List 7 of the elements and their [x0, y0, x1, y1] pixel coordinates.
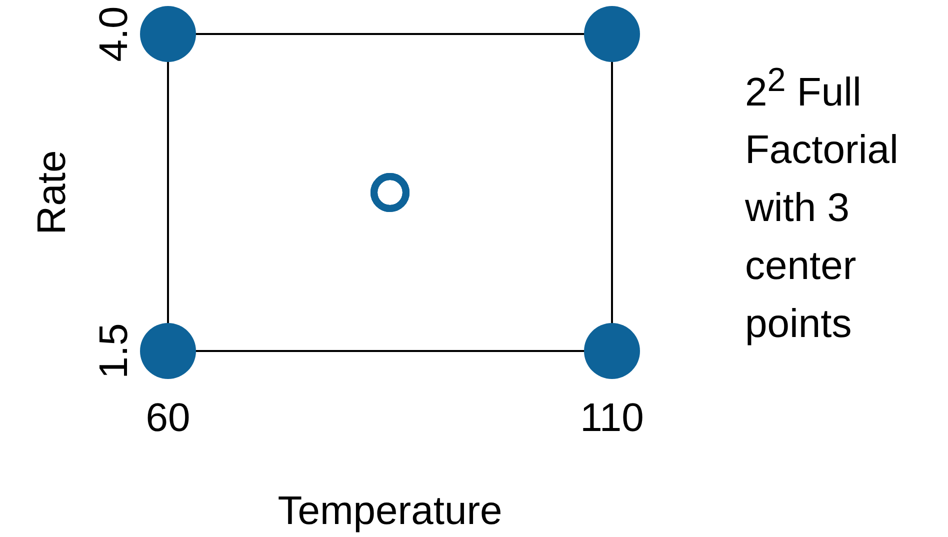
- x-tick-label: 60: [146, 396, 190, 440]
- text: 2$^{2}$ Full Factorial with 3 center points: [745, 61, 900, 348]
- y-tick-label: 1.5: [92, 323, 136, 379]
- y-tick-label: 4.0: [92, 6, 136, 62]
- y-axis-title: Rate: [30, 150, 74, 235]
- x-axis-title: Temperature: [278, 489, 502, 534]
- x-tick-label: 110: [580, 396, 644, 440]
